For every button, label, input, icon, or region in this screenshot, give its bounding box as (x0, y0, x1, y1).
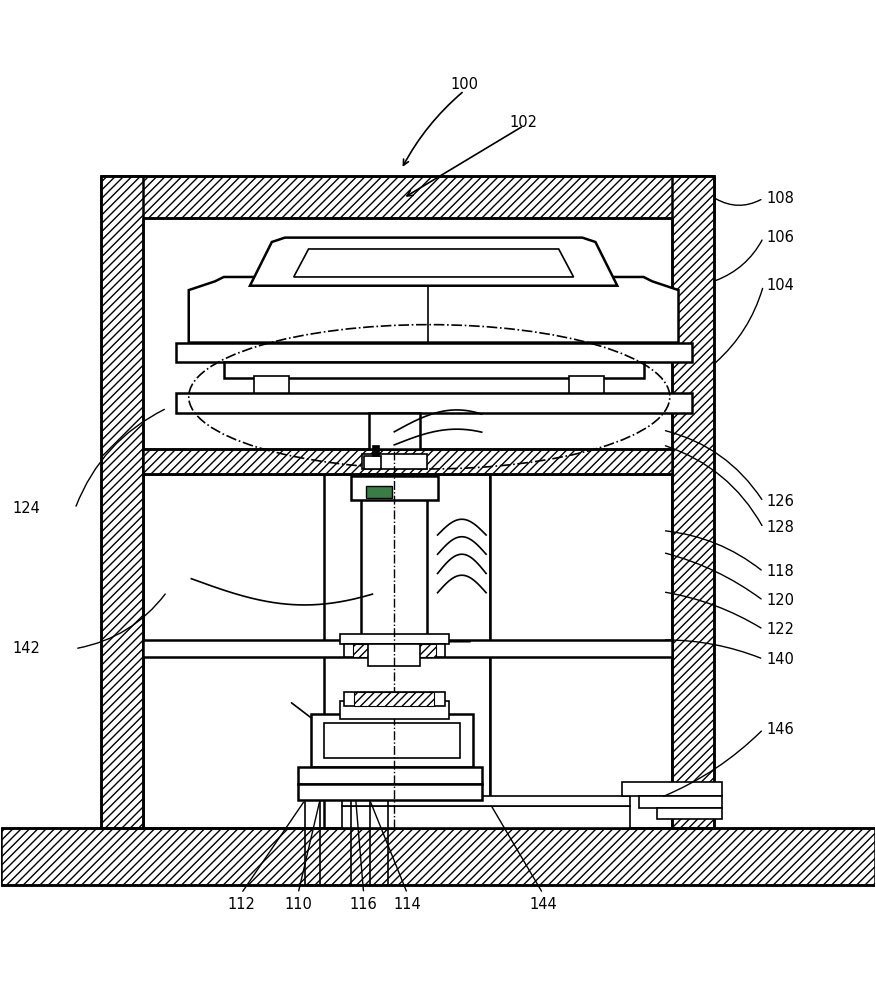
Text: 144: 144 (529, 897, 557, 912)
Bar (369, 413, 420, 449)
Text: 120: 120 (766, 593, 794, 608)
Bar (1, 828, 875, 885)
Bar (362, 474, 427, 640)
Bar (342, 796, 631, 806)
Bar (102, 176, 144, 828)
Text: 114: 114 (393, 897, 421, 912)
Text: 100: 100 (450, 77, 478, 92)
Text: 140: 140 (766, 652, 794, 667)
Bar (144, 449, 672, 474)
Bar (340, 634, 449, 644)
Text: 104: 104 (766, 278, 794, 293)
Bar (324, 723, 460, 758)
Bar (351, 476, 438, 500)
Bar (298, 784, 482, 800)
Text: 118: 118 (766, 564, 794, 579)
Bar (340, 701, 449, 719)
Bar (254, 376, 289, 395)
Text: 126: 126 (766, 494, 794, 509)
Bar (144, 474, 342, 828)
Bar (102, 176, 714, 218)
Bar (362, 454, 427, 469)
Bar (657, 808, 722, 819)
Bar (353, 644, 436, 657)
Text: 142: 142 (12, 641, 40, 656)
Text: 128: 128 (766, 520, 794, 535)
Text: 122: 122 (766, 622, 794, 637)
Text: 124: 124 (12, 501, 40, 516)
Polygon shape (250, 238, 618, 286)
Bar (366, 486, 392, 498)
Bar (355, 692, 434, 706)
Bar (175, 343, 692, 362)
Text: 106: 106 (766, 230, 794, 245)
Bar (672, 176, 714, 828)
Bar (324, 474, 491, 828)
Text: 146: 146 (766, 722, 794, 737)
Text: 108: 108 (766, 191, 794, 206)
Bar (373, 446, 378, 456)
Bar (369, 644, 420, 666)
Polygon shape (188, 277, 679, 343)
Bar (344, 692, 444, 706)
Bar (622, 782, 722, 796)
Bar (175, 393, 692, 413)
Text: 116: 116 (350, 897, 378, 912)
Text: 110: 110 (284, 897, 312, 912)
Bar (569, 376, 604, 395)
Bar (342, 806, 631, 828)
Text: 102: 102 (510, 115, 538, 130)
Bar (298, 767, 482, 784)
Bar (311, 714, 473, 767)
Bar (144, 218, 672, 828)
Bar (364, 456, 381, 469)
Bar (344, 644, 444, 657)
Polygon shape (293, 249, 574, 277)
Bar (223, 362, 644, 378)
Bar (491, 474, 672, 828)
Bar (639, 796, 722, 808)
Bar (144, 640, 672, 657)
Text: 112: 112 (227, 897, 255, 912)
